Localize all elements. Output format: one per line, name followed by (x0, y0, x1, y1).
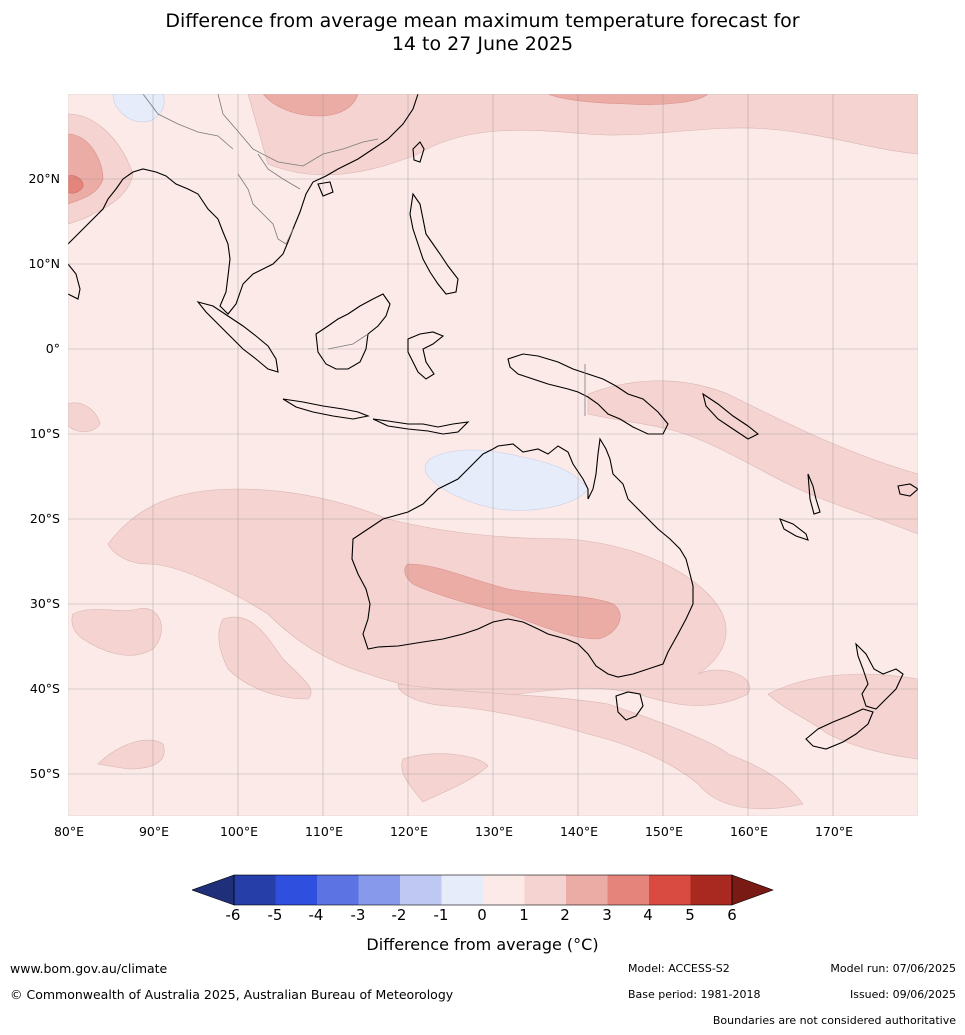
colorbar-swatches (234, 875, 733, 905)
colorbar-swatch (358, 875, 401, 905)
sumatra-coastline (196, 301, 279, 373)
footer-copyright: © Commonwealth of Australia 2025, Austra… (10, 987, 454, 1002)
footer-base-period: Base period: 1981-2018 (628, 988, 761, 1001)
lat-label-0: 0° (45, 341, 60, 356)
graticule (68, 94, 918, 816)
footer-url[interactable]: www.bom.gov.au/climate (10, 961, 168, 976)
title-line-1: Difference from average mean maximum tem… (165, 10, 800, 32)
nz-south-coastline (805, 708, 874, 750)
colorbar-label: 6 (727, 906, 737, 924)
anomaly-region-pacific-north (547, 94, 709, 105)
australia-coastline (351, 437, 694, 678)
colorbar-label: 2 (560, 906, 570, 924)
footer-disclaimer: Boundaries are not considered authoritat… (712, 1014, 956, 1027)
anomaly-region-indian-ocean (107, 488, 750, 706)
lat-label-20s: 20°S (29, 511, 60, 526)
lon-label-110e: 110°E (304, 824, 343, 839)
footer-model-run: Model run: 07/06/2025 (830, 962, 956, 975)
lon-label-100e: 100°E (219, 824, 258, 839)
tasmania-coastline (615, 691, 644, 721)
footer-model: Model: ACCESS-S2 (628, 962, 730, 975)
colorbar-label: -6 (225, 906, 241, 924)
taiwan-coastline (412, 141, 425, 163)
india-coastline (68, 263, 81, 300)
colorbar-label: 5 (685, 906, 695, 924)
sulawesi-coastline (407, 331, 445, 380)
lat-label-50s: 50°S (29, 766, 60, 781)
anomaly-region-southern-ocean (397, 683, 804, 810)
vanuatu-coastline (807, 473, 821, 515)
colorbar (192, 874, 774, 906)
footer-issued: Issued: 09/06/2025 (849, 988, 956, 1001)
lon-label-130e: 130°E (474, 824, 513, 839)
lat-label-40s: 40°S (29, 681, 60, 696)
colorbar-swatch (317, 875, 359, 905)
colorbar-swatch (524, 875, 567, 905)
anomaly-region-himalaya (112, 94, 165, 123)
new-guinea-coastline (507, 353, 669, 435)
colorbar-swatch (649, 875, 691, 905)
colorbar-swatch (690, 875, 733, 905)
anomaly-region-pacific-band (587, 380, 918, 535)
lat-label-20n: 20°N (28, 171, 60, 186)
colorbar-swatch (566, 875, 608, 905)
colorbar-label: 3 (602, 906, 612, 924)
anomaly-region-north-pacific (247, 94, 918, 176)
colorbar-outline (233, 874, 733, 906)
lat-label-10n: 10°N (28, 256, 60, 271)
colorbar-label: -5 (267, 906, 283, 924)
anomaly-region-india-hotspot (68, 175, 84, 194)
title-line-2: 14 to 27 June 2025 (391, 33, 574, 55)
lon-label-160e: 160°E (729, 824, 768, 839)
anomaly-region-south-china-north (262, 94, 359, 117)
colorbar-title: Difference from average (°C) (366, 935, 599, 954)
colorbar-label: -4 (308, 906, 324, 924)
anomaly-region-south-blob (401, 753, 489, 803)
colorbar-swatch (275, 875, 318, 905)
lon-label-140e: 140°E (559, 824, 598, 839)
lon-label-120e: 120°E (389, 824, 428, 839)
anomaly-region-tasman (767, 673, 918, 760)
lon-label-170e: 170°E (814, 824, 853, 839)
anomaly-region-south-indian (218, 616, 312, 700)
colorbar-under-triangle (192, 874, 235, 906)
colorbar-swatch (441, 875, 484, 905)
colorbar-label: -3 (350, 906, 366, 924)
coastlines (68, 94, 918, 750)
anomaly-region-sumatra-west (68, 402, 101, 433)
anomaly-region-central-australia (404, 563, 621, 640)
lon-label-80e: 80°E (53, 824, 85, 839)
forecast-map (68, 94, 918, 816)
country-borders (142, 94, 586, 416)
anomaly-region-far-south (97, 739, 165, 770)
solomon-coastline (702, 392, 760, 440)
anomaly-region-timor-sea (424, 449, 589, 511)
borneo-coastline (315, 293, 391, 370)
nz-north-coastline (855, 642, 904, 710)
colorbar-label: 1 (519, 906, 529, 924)
colorbar-label: 4 (643, 906, 653, 924)
colorbar-label: 0 (477, 906, 487, 924)
colorbar-swatch (400, 875, 442, 905)
colorbar-swatch (483, 875, 525, 905)
lat-label-10s: 10°S (29, 426, 60, 441)
colorbar-label: -2 (391, 906, 407, 924)
lat-label-30s: 30°S (29, 596, 60, 611)
colorbar-swatch (607, 875, 650, 905)
colorbar-label: -1 (433, 906, 449, 924)
philippines-coastline (409, 192, 459, 295)
java-coastline (282, 398, 370, 420)
colorbar-over-triangle (731, 874, 774, 906)
new-caledonia-coastline (779, 518, 809, 541)
map-title: Difference from average mean maximum tem… (0, 10, 965, 56)
fiji-coastline (897, 483, 918, 497)
hainan-coastline (317, 181, 334, 197)
lesser-sunda-coastline (372, 418, 470, 435)
mainland-asia-coastline (68, 94, 419, 315)
lon-label-90e: 90°E (138, 824, 170, 839)
lon-label-150e: 150°E (644, 824, 683, 839)
colorbar-swatch (234, 875, 276, 905)
